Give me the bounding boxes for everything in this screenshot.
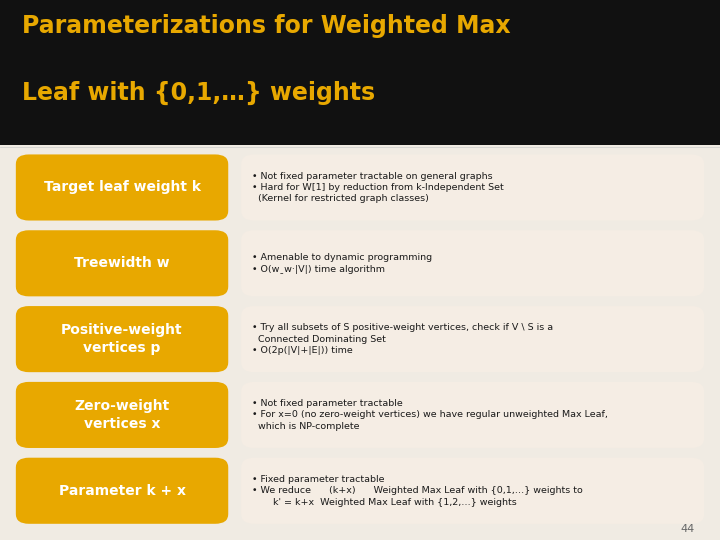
FancyBboxPatch shape xyxy=(241,382,704,448)
Text: • Fixed parameter tractable
• We reduce      (k+x)      Weighted Max Leaf with {: • Fixed parameter tractable • We reduce … xyxy=(252,475,582,507)
Text: Zero-weight
vertices x: Zero-weight vertices x xyxy=(74,399,170,430)
Text: • Try all subsets of S positive-weight vertices, check if V \ S is a
  Connected: • Try all subsets of S positive-weight v… xyxy=(252,323,553,355)
Text: • Not fixed parameter tractable on general graphs
• Hard for W[1] by reduction f: • Not fixed parameter tractable on gener… xyxy=(252,172,504,204)
FancyBboxPatch shape xyxy=(241,306,704,372)
Text: Target leaf weight k: Target leaf weight k xyxy=(43,180,201,194)
Text: • Not fixed parameter tractable
• For x=0 (no zero-weight vertices) we have regu: • Not fixed parameter tractable • For x=… xyxy=(252,399,608,431)
FancyBboxPatch shape xyxy=(16,458,228,524)
FancyBboxPatch shape xyxy=(16,230,228,296)
FancyBboxPatch shape xyxy=(241,458,704,524)
Text: Parameterizations for Weighted Max: Parameterizations for Weighted Max xyxy=(22,14,510,37)
Text: Treewidth w: Treewidth w xyxy=(74,256,170,271)
Text: • Amenable to dynamic programming
• O(wˍw·|V|) time algorithm: • Amenable to dynamic programming • O(wˍ… xyxy=(252,253,432,274)
FancyBboxPatch shape xyxy=(241,230,704,296)
FancyBboxPatch shape xyxy=(16,382,228,448)
FancyBboxPatch shape xyxy=(241,154,704,220)
Text: Parameter k + x: Parameter k + x xyxy=(58,484,186,498)
Text: Positive-weight
vertices p: Positive-weight vertices p xyxy=(61,323,183,355)
Text: Leaf with {0,1,…} weights: Leaf with {0,1,…} weights xyxy=(22,81,374,105)
FancyBboxPatch shape xyxy=(16,154,228,220)
Text: 44: 44 xyxy=(680,523,695,534)
Bar xyxy=(0,0,720,145)
FancyBboxPatch shape xyxy=(16,306,228,372)
